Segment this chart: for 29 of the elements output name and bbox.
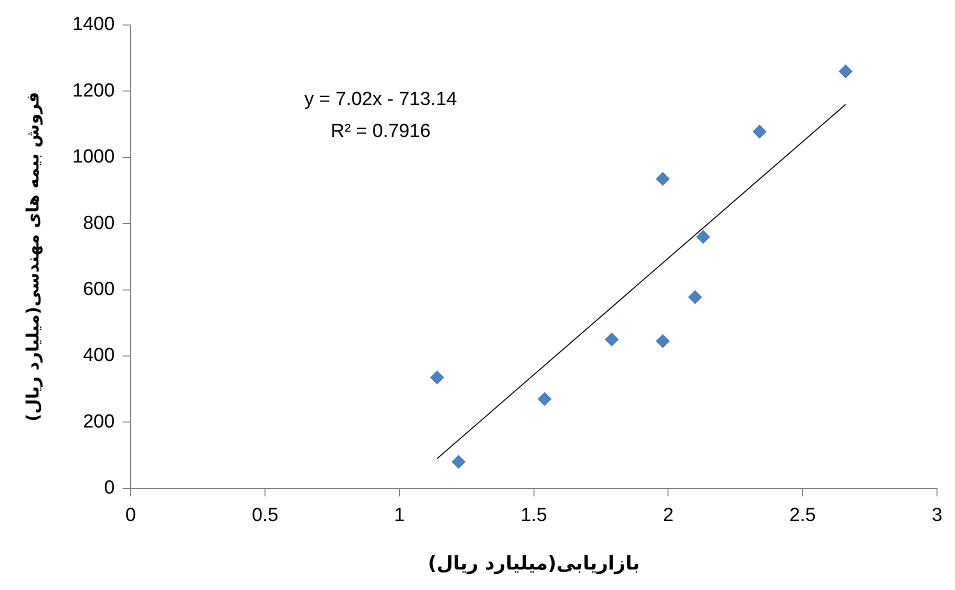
annotation: R² = 0.7916 <box>330 121 431 142</box>
x-tick-label: 1.5 <box>520 505 548 526</box>
x-axis-title: بازاریابی(میلیارد ریال) <box>428 552 640 575</box>
y-tick-label: 1400 <box>72 14 115 36</box>
point <box>604 332 619 346</box>
point <box>752 124 767 139</box>
x-tick-label: 2.5 <box>789 505 816 526</box>
y-tick-label: 0 <box>104 478 115 499</box>
y-tick-label: 1000 <box>72 146 115 168</box>
y-tick-label: 1200 <box>72 80 115 102</box>
y-tick-label: 600 <box>82 279 115 300</box>
point <box>688 290 702 304</box>
x-tick-label: 0.5 <box>252 505 278 526</box>
y-tick-label: 800 <box>82 212 115 234</box>
x-tick-label: 2 <box>662 505 674 526</box>
y-tick-label: 200 <box>82 411 115 432</box>
point <box>696 230 710 244</box>
point <box>838 64 853 78</box>
x-tick-label: 0 <box>125 505 136 526</box>
y-axis-title: فروش بیمه های مهندسی(میلیارد ریال) <box>24 92 44 422</box>
point <box>656 172 670 186</box>
x-tick-label: 3 <box>932 505 942 526</box>
annotation: y = 7.02x - 713.14 <box>304 89 458 110</box>
y-tick-label: 400 <box>82 345 115 366</box>
x-tick-label: 1 <box>394 505 405 526</box>
point <box>452 454 466 469</box>
point <box>538 392 552 406</box>
point <box>656 334 670 348</box>
point <box>430 370 444 385</box>
